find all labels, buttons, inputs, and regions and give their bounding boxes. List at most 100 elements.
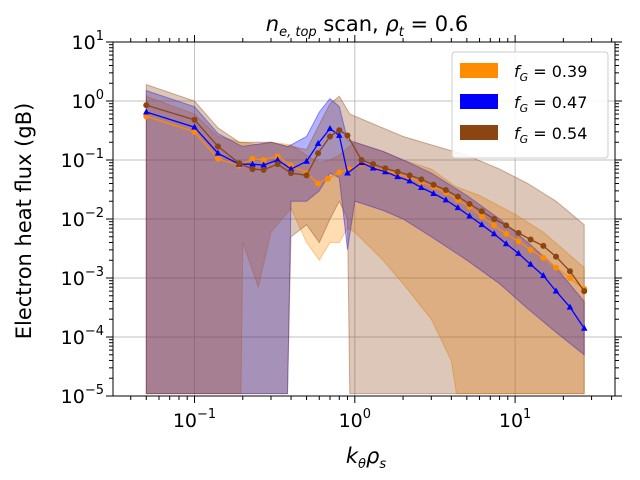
point-series-0 (566, 275, 573, 281)
point-series-2 (503, 222, 510, 229)
point-series-2 (478, 208, 485, 215)
title-n-subscript: e, top (279, 25, 317, 40)
title-n: n (266, 12, 279, 36)
point-series-2 (336, 127, 343, 134)
x-tick-label: 10−1 (173, 407, 216, 432)
legend-label-2: fG = 0.54 (514, 124, 587, 146)
point-series-1 (369, 164, 377, 171)
y-axis-label: Electron heat flux (gB) (12, 103, 36, 340)
point-series-2 (491, 216, 498, 222)
point-series-2 (303, 172, 310, 179)
tick-labels: 10−1 100 101 10−5 10−4 10−3 10−2 10−1 100 101 (61, 29, 532, 432)
legend-swatch-2 (460, 125, 498, 140)
point-series-1 (540, 271, 547, 278)
point-series-1 (442, 196, 450, 203)
point-series-0 (214, 155, 221, 162)
point-series-2 (527, 236, 534, 243)
point-series-0 (336, 169, 343, 176)
point-series-2 (288, 170, 295, 177)
band-series-0 (145, 95, 585, 395)
chart-title: ne, top scan, ρt = 0.6 (266, 12, 468, 40)
point-series-1 (335, 131, 343, 138)
point-series-1 (406, 177, 414, 184)
point-series-2 (406, 172, 413, 179)
y-tick-label: 101 (72, 29, 104, 54)
point-series-0 (324, 175, 331, 182)
point-series-2 (274, 161, 281, 168)
point-series-2 (249, 166, 256, 173)
title-value: = 0.6 (404, 12, 468, 36)
point-series-1 (260, 161, 267, 168)
point-series-0 (478, 213, 485, 220)
point-series-2 (442, 187, 449, 194)
point-series-1 (287, 165, 295, 172)
y-tick-label: 10−5 (61, 383, 104, 408)
y-tick-label: 100 (72, 88, 104, 113)
title-rho-subscript: t (399, 25, 405, 40)
line-series-1 (146, 111, 585, 329)
point-series-1 (515, 249, 522, 256)
point-series-0 (315, 180, 322, 187)
point-series-2 (566, 268, 573, 275)
point-series-2 (191, 116, 198, 123)
xlabel-s: s (379, 457, 386, 472)
point-series-2 (358, 157, 365, 163)
title-rho: ρ (385, 12, 399, 36)
point-series-2 (260, 166, 267, 173)
point-series-2 (553, 253, 560, 260)
plot-frame (112, 41, 616, 397)
point-series-2 (466, 200, 473, 207)
band-series-2 (145, 83, 585, 395)
point-series-2 (581, 288, 588, 295)
point-series-1 (566, 303, 574, 310)
legend-label-1: fG = 0.47 (514, 93, 587, 115)
point-series-2 (315, 150, 322, 157)
y-tick-label: 10−4 (61, 324, 104, 349)
point-series-1 (502, 240, 510, 247)
point-series-2 (326, 133, 333, 140)
point-series-1 (580, 324, 588, 331)
point-series-2 (236, 160, 243, 167)
point-series-1 (430, 189, 437, 196)
point-series-2 (515, 229, 522, 236)
point-series-0 (540, 254, 547, 261)
point-series-0 (191, 128, 198, 135)
point-series-1 (478, 221, 486, 228)
point-series-1 (394, 173, 401, 180)
point-series-2 (344, 132, 351, 139)
band-series-1 (145, 89, 585, 395)
point-series-1 (326, 125, 334, 132)
y-tick-label: 10−3 (61, 265, 104, 290)
point-series-1 (249, 160, 256, 167)
point-series-2 (382, 165, 389, 172)
point-series-2 (214, 143, 221, 150)
point-series-2 (540, 242, 547, 249)
legend-swatch-0 (460, 63, 498, 78)
point-series-0 (503, 230, 510, 237)
series-lines (142, 102, 588, 331)
legend-swatch-1 (460, 94, 498, 109)
point-series-0 (527, 246, 534, 253)
x-tick-label: 101 (499, 407, 531, 432)
title-scan: scan, (317, 12, 386, 36)
axis-ticks (106, 35, 622, 403)
point-series-1 (490, 230, 498, 237)
y-tick-label: 10−2 (61, 206, 104, 231)
point-series-2 (143, 102, 150, 109)
point-series-1 (191, 123, 198, 130)
point-series-1 (344, 169, 351, 176)
point-series-0 (515, 238, 522, 245)
point-series-2 (370, 161, 377, 168)
point-series-1 (454, 204, 462, 211)
xlabel-theta: θ (358, 457, 366, 472)
point-series-2 (430, 181, 437, 188)
point-series-0 (491, 222, 498, 229)
point-series-2 (394, 168, 401, 175)
point-series-1 (303, 157, 310, 164)
point-series-1 (466, 212, 473, 219)
point-series-2 (418, 176, 425, 183)
point-series-1 (142, 108, 150, 115)
legend-label-0: fG = 0.39 (514, 62, 587, 84)
x-tick-label: 100 (339, 407, 371, 432)
